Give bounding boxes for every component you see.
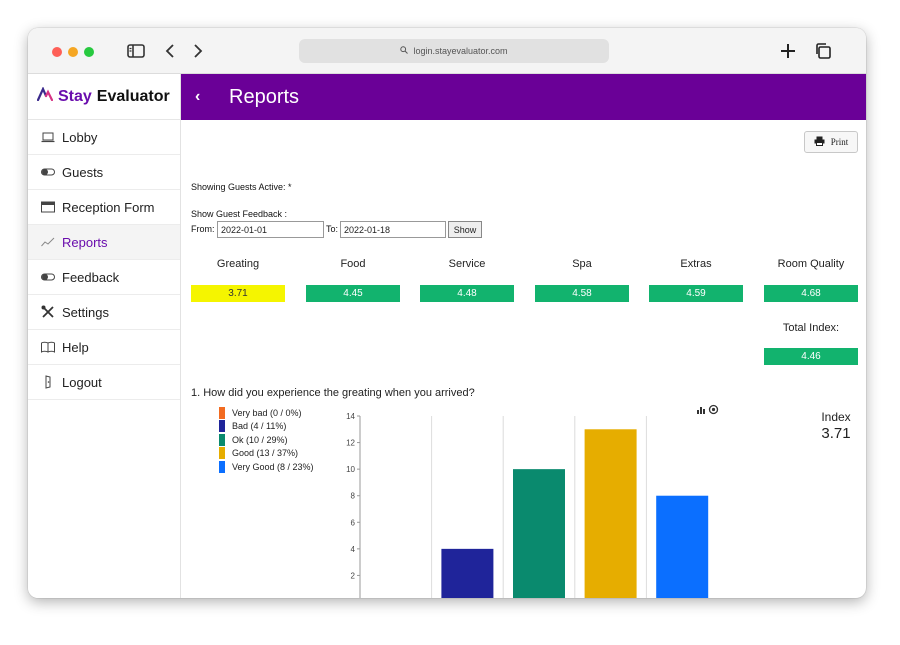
show-button[interactable]: Show [448, 221, 482, 238]
sidebar-item-guests[interactable]: Guests [28, 155, 180, 190]
sidebar-item-feedback[interactable]: Feedback [28, 260, 180, 295]
print-label: Print [830, 137, 849, 147]
to-label: To: [326, 224, 339, 234]
laptop-icon [41, 130, 55, 144]
score-value-greating: 3.71 [191, 285, 285, 302]
sidebar-item-label: Reception Form [62, 199, 155, 215]
y-tick-label: 2 [351, 571, 356, 580]
brand-logo[interactable]: Stay Evaluator [28, 74, 180, 120]
sidebar-toggle-icon[interactable] [125, 40, 147, 62]
index-label: Index [821, 410, 851, 424]
from-label: From: [191, 224, 215, 234]
chart-legend: Very bad (0 / 0%) Bad (4 / 11%) Ok (10 /… [219, 406, 314, 474]
sidebar-item-reports[interactable]: Reports [28, 225, 180, 260]
door-icon [41, 375, 55, 389]
legend-label: Bad (4 / 11%) [232, 421, 287, 432]
total-index-value: 4.46 [764, 348, 858, 365]
toggle-icon [41, 270, 55, 284]
sidebar: Stay Evaluator Lobby Guests Reception Fo… [28, 74, 181, 598]
y-tick-label: 12 [346, 439, 355, 448]
search-icon [400, 46, 409, 56]
legend-item[interactable]: Ok (10 / 29%) [219, 433, 314, 447]
bar-good[interactable] [584, 429, 637, 598]
sidebar-item-reception-form[interactable]: Reception Form [28, 190, 180, 225]
print-button[interactable]: Print [804, 131, 858, 153]
sidebar-item-label: Reports [62, 234, 108, 250]
page-header: ‹ Reports [181, 74, 866, 120]
sidebar-item-label: Logout [62, 374, 102, 390]
main-content: Print Showing Guests Active: * Show Gues… [181, 120, 866, 598]
bar-ok[interactable] [513, 469, 565, 598]
address-text: login.stayevaluator.com [413, 46, 508, 56]
pie-toggle-icon[interactable] [708, 404, 719, 415]
trend-icon [41, 235, 55, 249]
close-window-button[interactable] [52, 47, 62, 57]
from-date-input[interactable]: 2022-01-01 [217, 221, 324, 238]
y-tick-label: 6 [351, 518, 356, 527]
toggle-icon [41, 165, 55, 179]
score-value-room-quality: 4.68 [764, 285, 858, 302]
sidebar-item-lobby[interactable]: Lobby [28, 120, 180, 155]
index-value: 3.71 [821, 425, 851, 442]
legend-item[interactable]: Very Good (8 / 23%) [219, 460, 314, 474]
brand-word-evaluator: Evaluator [96, 87, 170, 105]
back-chevron-icon[interactable]: ‹ [195, 88, 201, 105]
window-icon [41, 200, 55, 214]
legend-label: Very bad (0 / 0%) [232, 407, 302, 418]
legend-label: Good (13 / 37%) [232, 448, 299, 459]
chevron-left-icon[interactable] [160, 40, 182, 62]
score-label-food: Food [340, 258, 366, 270]
sidebar-item-logout[interactable]: Logout [28, 365, 180, 400]
chevron-right-icon[interactable] [186, 40, 208, 62]
legend-label: Ok (10 / 29%) [232, 434, 288, 445]
address-bar[interactable]: login.stayevaluator.com [299, 39, 609, 63]
maximize-window-button[interactable] [84, 47, 94, 57]
y-tick-label: 4 [351, 545, 356, 554]
book-icon [41, 340, 55, 354]
sidebar-item-label: Help [62, 339, 89, 355]
y-tick-label: 14 [346, 412, 355, 421]
new-tab-icon[interactable] [777, 40, 799, 62]
sidebar-item-settings[interactable]: Settings [28, 295, 180, 330]
showing-guests-text: Showing Guests Active: * [191, 182, 292, 192]
tabs-overview-icon[interactable] [812, 40, 834, 62]
y-tick-label: 8 [351, 492, 356, 501]
legend-label: Very Good (8 / 23%) [232, 461, 314, 472]
legend-item[interactable]: Good (13 / 37%) [219, 447, 314, 461]
y-tick-label: 10 [346, 465, 355, 474]
score-label-extras: Extras [680, 258, 712, 270]
score-label-room-quality: Room Quality [777, 258, 845, 270]
sidebar-item-label: Settings [62, 304, 109, 320]
sidebar-item-label: Feedback [62, 269, 120, 285]
score-label-spa: Spa [572, 258, 592, 270]
question-title: 1. How did you experience the greating w… [191, 387, 475, 399]
browser-toolbar: login.stayevaluator.com [28, 28, 866, 74]
bar-very-good[interactable] [656, 495, 709, 598]
legend-item[interactable]: Very bad (0 / 0%) [219, 406, 314, 420]
total-index-label: Total Index: [782, 322, 840, 334]
score-value-spa: 4.58 [535, 285, 629, 302]
chart-type-icon[interactable] [697, 407, 705, 414]
brand-word-stay: Stay [58, 87, 92, 105]
sidebar-item-label: Guests [62, 164, 104, 180]
score-label-greating: Greating [216, 258, 260, 270]
browser-window: login.stayevaluator.com Stay Evaluator L… [28, 28, 866, 598]
score-value-service: 4.48 [420, 285, 514, 302]
minimize-window-button[interactable] [68, 47, 78, 57]
sidebar-item-label: Lobby [62, 129, 98, 145]
sidebar-item-help[interactable]: Help [28, 330, 180, 365]
logo-icon [36, 86, 54, 106]
score-label-service: Service [448, 258, 486, 270]
page-title: Reports [229, 85, 300, 108]
to-date-input[interactable]: 2022-01-18 [340, 221, 446, 238]
guest-feedback-label: Show Guest Feedback : [191, 209, 288, 219]
legend-item[interactable]: Bad (4 / 11%) [219, 420, 314, 434]
score-value-food: 4.45 [306, 285, 400, 302]
bar-bad[interactable] [441, 548, 494, 598]
printer-icon [814, 136, 825, 148]
score-value-extras: 4.59 [649, 285, 743, 302]
tools-icon [41, 305, 55, 319]
